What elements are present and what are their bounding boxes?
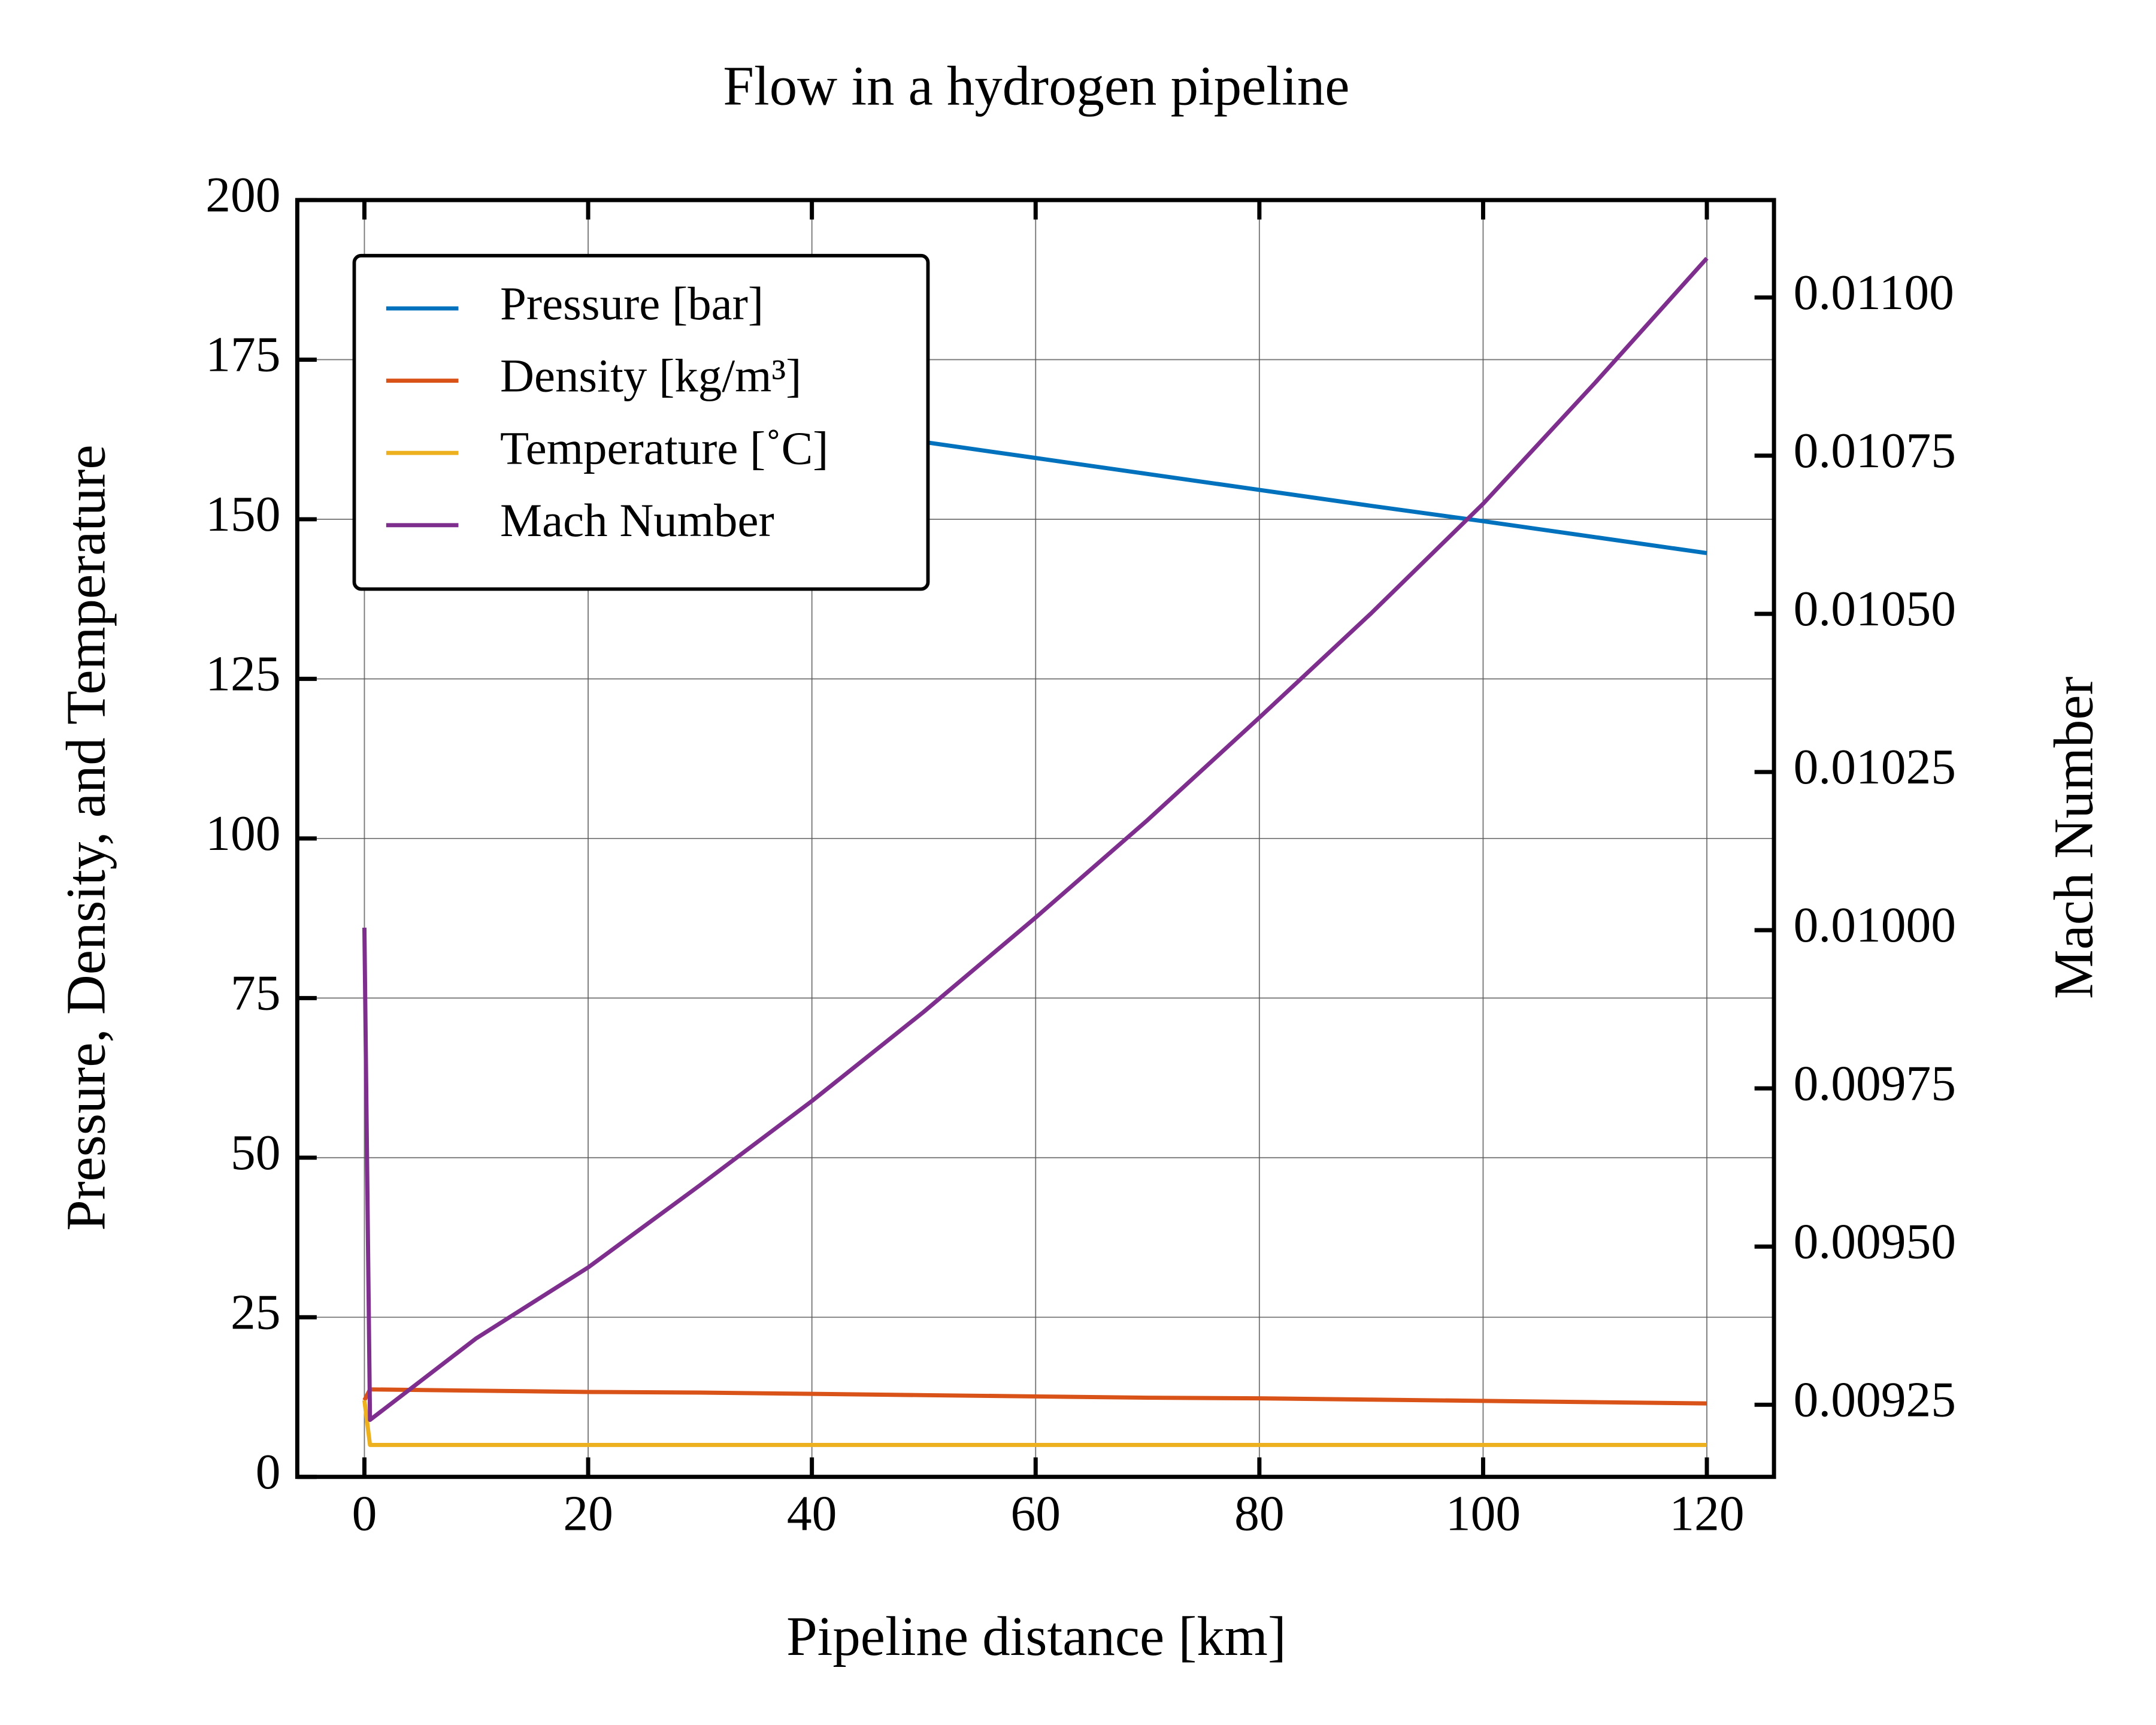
legend-label: Mach Number (500, 495, 774, 547)
y-tick-label: 25 (231, 1285, 281, 1340)
y2-tick-label: 0.01075 (1794, 423, 1956, 479)
x-tick-label: 20 (563, 1486, 613, 1541)
legend-label: Density [kg/m³] (500, 350, 801, 402)
y2-tick-label: 0.00975 (1794, 1056, 1956, 1111)
x-tick-label: 120 (1669, 1486, 1744, 1541)
legend: Pressure [bar] Density [kg/m³] Temperature… (352, 253, 930, 591)
x-axis-label: Pipeline distance [km] (786, 1606, 1286, 1668)
x-tick-label: 40 (787, 1486, 837, 1541)
y-tick-label: 100 (205, 806, 280, 861)
y-axis-label: Pressure, Density, and Temperature (55, 444, 117, 1230)
y-tick-label: 50 (231, 1125, 281, 1181)
x-tick-label: 80 (1234, 1486, 1285, 1541)
plot-frame (295, 198, 1776, 1479)
y-tick-label: 175 (205, 328, 280, 383)
y2-tick-label: 0.00950 (1794, 1214, 1956, 1269)
x-tick-label: 60 (1011, 1486, 1061, 1541)
y-tick-label: 75 (231, 966, 281, 1021)
y-tick-label: 150 (205, 487, 280, 542)
y2-tick-label: 0.01025 (1794, 740, 1956, 795)
y2-tick-label: 0.01000 (1794, 898, 1956, 953)
y2-axis-label: Mach Number (2043, 676, 2105, 998)
y-tick-label: 125 (205, 647, 280, 702)
legend-label: Temperature [˚C] (500, 422, 828, 474)
series-line (362, 256, 1709, 1423)
chart-title: Flow in a hydrogen pipeline (723, 55, 1349, 117)
legend-box (352, 253, 930, 591)
y-tick-label: 200 (205, 168, 280, 223)
y-tick-label: 0 (256, 1445, 281, 1500)
x-tick-label: 0 (352, 1486, 377, 1541)
series-line (362, 1387, 1707, 1406)
y2-tick-label: 0.00925 (1794, 1372, 1956, 1427)
legend-label: Pressure [bar] (500, 278, 764, 330)
series-line (362, 1400, 1707, 1447)
y2-tick-label: 0.01050 (1794, 582, 1956, 637)
y2-tick-label: 0.01100 (1794, 265, 1954, 320)
x-tick-label: 100 (1446, 1486, 1521, 1541)
